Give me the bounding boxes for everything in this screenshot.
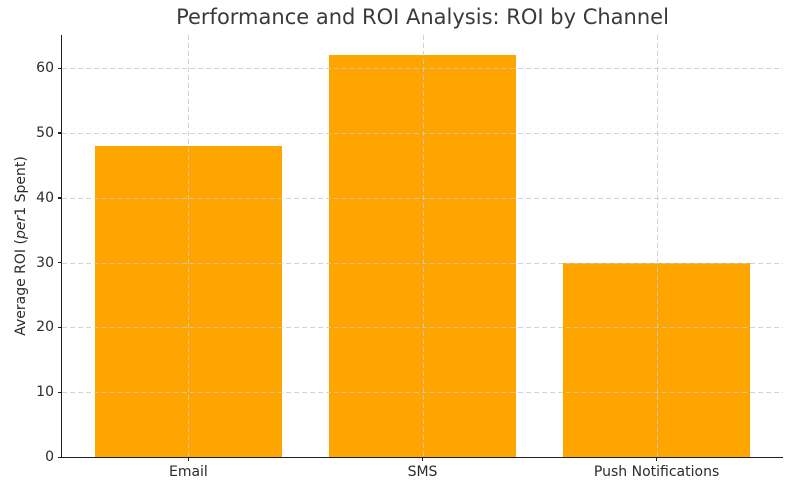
y-tick-mark-0 (58, 456, 62, 458)
y-tick-mark-10 (58, 391, 62, 393)
y-tick-label-30: 30 (36, 254, 54, 271)
y-axis-label-suffix: 1 Spent) (13, 156, 29, 216)
y-axis-label-italic: per (13, 215, 29, 240)
gridline-x-0 (188, 35, 190, 457)
y-tick-label-50: 50 (36, 124, 54, 141)
y-tick-mark-40 (58, 197, 62, 199)
gridline-x-2 (656, 35, 658, 457)
y-tick-mark-30 (58, 262, 62, 264)
plot-area (62, 35, 783, 457)
y-tick-mark-60 (58, 67, 62, 69)
y-tick-mark-20 (58, 326, 62, 329)
y-tick-mark-50 (58, 132, 62, 134)
x-tick-mark-2 (656, 457, 658, 461)
y-axis-label: Average ROI (per1 Spent) (13, 156, 29, 336)
bar-sms (328, 55, 517, 457)
x-tick-mark-0 (187, 457, 190, 461)
y-tick-label-0: 0 (45, 449, 54, 465)
x-tick-label-0: Email (168, 464, 208, 480)
y-tick-label-20: 20 (36, 319, 54, 336)
x-tick-mark-1 (422, 457, 424, 461)
y-tick-label-60: 60 (36, 60, 54, 77)
y-axis-spine (61, 35, 63, 458)
gridline-x-1 (422, 35, 424, 457)
x-tick-label-1: SMS (407, 464, 438, 480)
chart-title: Performance and ROI Analysis: ROI by Cha… (176, 5, 669, 29)
x-tick-label-2: Push Notifications (593, 464, 720, 480)
y-tick-label-40: 40 (36, 189, 54, 206)
y-tick-label-10: 10 (36, 384, 54, 401)
